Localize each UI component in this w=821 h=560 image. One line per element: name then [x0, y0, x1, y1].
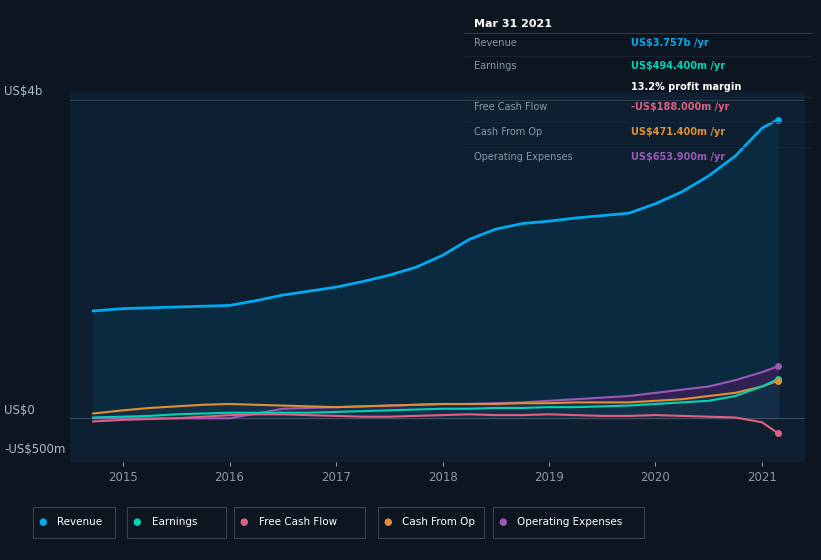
Text: ●: ● — [240, 517, 248, 527]
Text: ●: ● — [383, 517, 392, 527]
Text: Cash From Op: Cash From Op — [475, 127, 543, 137]
Text: ●: ● — [498, 517, 507, 527]
Text: US$0: US$0 — [4, 404, 34, 417]
Text: Free Cash Flow: Free Cash Flow — [475, 102, 548, 112]
Text: Earnings: Earnings — [152, 517, 197, 527]
Text: ●: ● — [133, 517, 141, 527]
Text: US$494.400m /yr: US$494.400m /yr — [631, 61, 726, 71]
Text: Revenue: Revenue — [57, 517, 103, 527]
Text: 13.2% profit margin: 13.2% profit margin — [631, 82, 741, 92]
Text: US$653.900m /yr: US$653.900m /yr — [631, 152, 726, 162]
Text: Operating Expenses: Operating Expenses — [475, 152, 573, 162]
Text: Free Cash Flow: Free Cash Flow — [259, 517, 337, 527]
Text: Revenue: Revenue — [475, 38, 517, 48]
Text: Operating Expenses: Operating Expenses — [517, 517, 622, 527]
Text: Cash From Op: Cash From Op — [402, 517, 475, 527]
Text: -US$500m: -US$500m — [4, 444, 66, 456]
Text: US$4b: US$4b — [4, 85, 43, 97]
Text: US$3.757b /yr: US$3.757b /yr — [631, 38, 709, 48]
Text: -US$188.000m /yr: -US$188.000m /yr — [631, 102, 730, 112]
Text: US$471.400m /yr: US$471.400m /yr — [631, 127, 726, 137]
Text: Mar 31 2021: Mar 31 2021 — [475, 20, 553, 30]
Text: ●: ● — [39, 517, 47, 527]
Text: Earnings: Earnings — [475, 61, 517, 71]
